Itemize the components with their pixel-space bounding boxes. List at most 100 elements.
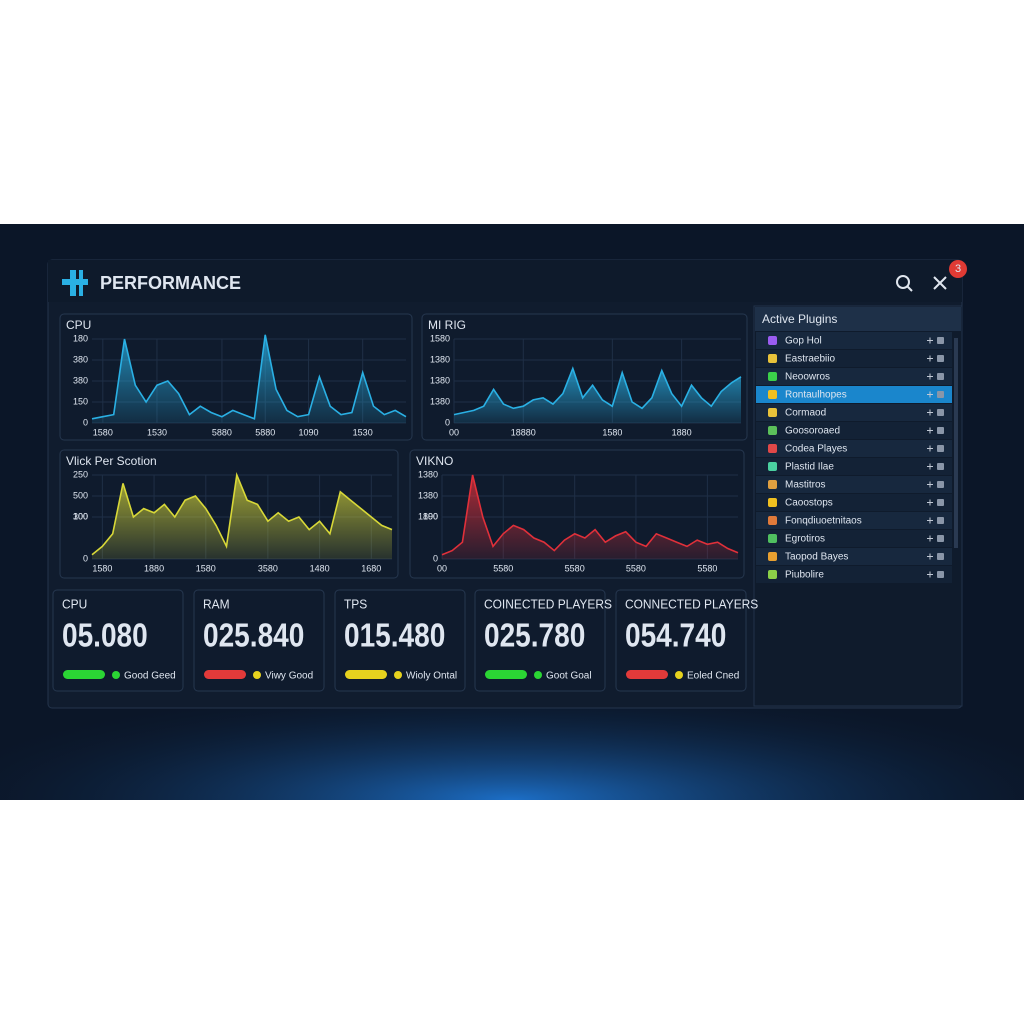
x-tick-label: 5880 — [255, 427, 275, 437]
y-tick-label: 1380 — [430, 354, 450, 364]
plugin-row[interactable] — [756, 512, 952, 529]
stat-value: 015.480 — [344, 618, 445, 655]
plugin-action — [927, 517, 933, 524]
x-tick-label: 1530 — [353, 427, 373, 437]
plugin-toggle[interactable] — [937, 535, 944, 542]
plugin-row[interactable] — [756, 386, 952, 403]
plugin-action — [927, 481, 933, 488]
plugin-row[interactable] — [756, 566, 952, 583]
window-header — [48, 260, 962, 302]
plugin-action — [927, 535, 933, 542]
plugin-row[interactable] — [756, 548, 952, 565]
status-text: Goot Goal — [546, 671, 592, 682]
plugin-toggle[interactable] — [937, 373, 944, 380]
plugin-toggle[interactable] — [937, 337, 944, 344]
area-line — [441, 474, 739, 556]
plugin-toggle[interactable] — [937, 445, 944, 452]
badge — [949, 260, 967, 278]
window-title: PERFORMANCE — [100, 273, 241, 293]
y-tick-label: 1380 — [418, 469, 438, 479]
plugin-toggle[interactable] — [937, 463, 944, 470]
x-tick-label: 00 — [437, 563, 447, 573]
chart-title: VIKNO — [416, 454, 453, 468]
plugin-row[interactable] — [756, 530, 952, 547]
plugin-icon — [768, 390, 777, 399]
plugin-icon — [768, 480, 777, 489]
plugin-action — [927, 337, 933, 344]
plugin-row[interactable] — [756, 494, 952, 511]
x-tick-label: 1880 — [144, 563, 164, 573]
plugin-action — [927, 409, 933, 416]
y-tick-label: 180 — [73, 333, 88, 343]
x-tick-label: 1480 — [310, 563, 330, 573]
x-tick-label: 1880 — [672, 427, 692, 437]
plugin-name: Taopod Bayes — [785, 552, 848, 563]
plugin-toggle[interactable] — [937, 571, 944, 578]
plugin-action — [927, 373, 933, 380]
status-text: Good Geed — [124, 671, 176, 682]
status-bar — [626, 670, 668, 679]
status-bar — [204, 670, 246, 679]
plugin-toggle[interactable] — [937, 499, 944, 506]
status-dot — [394, 671, 402, 679]
x-tick-label: 1580 — [196, 563, 216, 573]
x-tick-label: 5880 — [212, 427, 232, 437]
x-tick-label: 3580 — [258, 563, 278, 573]
plugin-toggle[interactable] — [937, 427, 944, 434]
status-text: Viwy Good — [265, 671, 313, 682]
x-tick-label: 1530 — [147, 427, 167, 437]
stat-card — [52, 589, 184, 692]
plugin-icon — [768, 354, 777, 363]
x-tick-label: 1580 — [92, 563, 112, 573]
x-tick-label: 5580 — [493, 563, 513, 573]
x-tick-label: 1580 — [602, 427, 622, 437]
stat-card — [615, 589, 747, 692]
stat-value: 05.080 — [62, 618, 148, 655]
plugin-toggle[interactable] — [937, 553, 944, 560]
plugin-name: Goosoroaed — [785, 426, 840, 437]
plugin-row[interactable] — [756, 476, 952, 493]
plugin-row[interactable] — [756, 350, 952, 367]
plugin-action — [927, 427, 933, 434]
area-line — [91, 471, 393, 556]
search-button[interactable] — [896, 275, 913, 292]
plugin-toggle[interactable] — [937, 409, 944, 416]
plugin-toggle[interactable] — [937, 355, 944, 362]
x-tick-label: 5580 — [626, 563, 646, 573]
plugin-row[interactable] — [756, 422, 952, 439]
status-dot — [112, 671, 120, 679]
plugin-row[interactable] — [756, 368, 952, 385]
plugin-toggle[interactable] — [937, 517, 944, 524]
plugin-row[interactable] — [756, 440, 952, 457]
plugin-toggle[interactable] — [937, 481, 944, 488]
plugin-action — [927, 445, 933, 452]
plugin-row[interactable] — [756, 458, 952, 475]
scrollbar[interactable] — [954, 338, 958, 548]
plugin-name: Piubolire — [785, 570, 824, 581]
plugin-toggle[interactable] — [937, 391, 944, 398]
plugin-icon — [768, 336, 777, 345]
close-button[interactable] — [933, 276, 947, 290]
plugin-icon — [768, 462, 777, 471]
status-bar — [63, 670, 105, 679]
stat-value: 054.740 — [625, 618, 726, 655]
plugin-row[interactable] — [756, 404, 952, 421]
plugin-icon — [768, 408, 777, 417]
plugin-action — [927, 391, 933, 398]
x-tick-label: 1580 — [93, 427, 113, 437]
plugin-row[interactable] — [756, 332, 952, 349]
plugin-action — [927, 571, 933, 578]
stat-label: CONNECTED PLAYERS — [625, 597, 758, 612]
plugin-name: Cormaod — [785, 408, 826, 419]
plugins-title: Active Plugins — [762, 312, 837, 326]
plugin-icon — [768, 426, 777, 435]
y-tick-label: 380 — [73, 354, 88, 364]
logo-icon — [62, 270, 88, 296]
x-tick-label: 5580 — [565, 563, 585, 573]
plugin-name: Plastid Ilae — [785, 462, 834, 473]
y-tick-label: 1380 — [430, 375, 450, 385]
status-dot — [675, 671, 683, 679]
y-tick-label: 380 — [73, 375, 88, 385]
y-tick-label: 1380 — [418, 490, 438, 500]
